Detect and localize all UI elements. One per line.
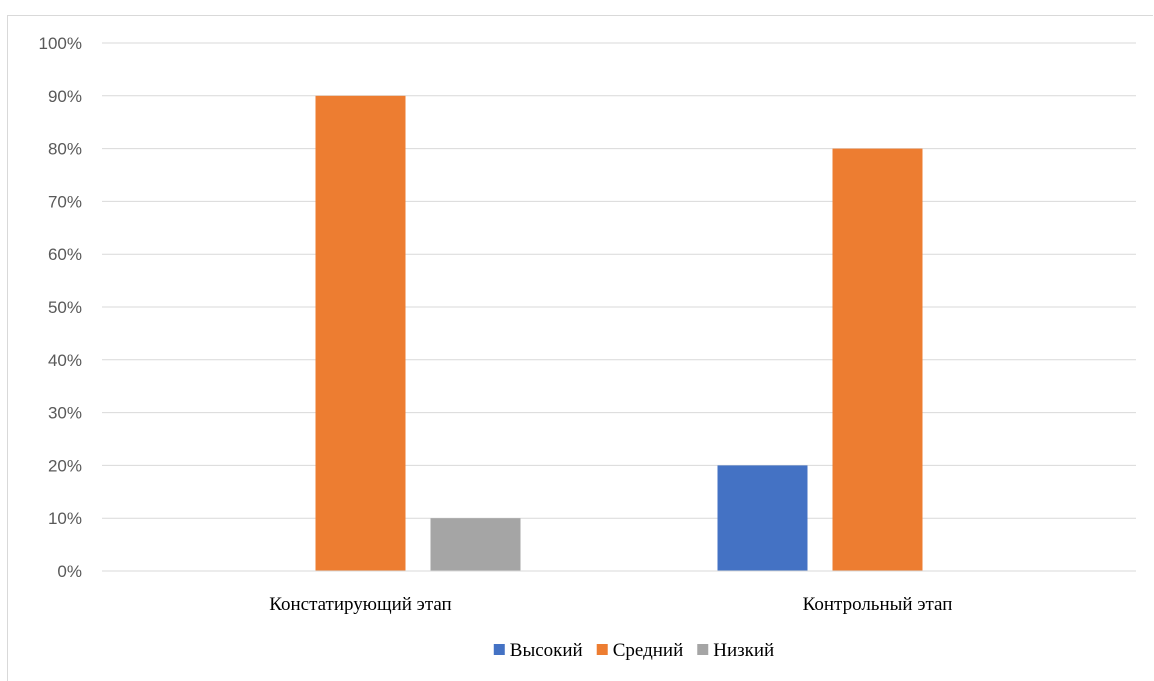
chart-frame [7,15,1153,681]
y-tick-label: 50% [48,298,82,317]
legend-label: Высокий [510,640,583,661]
y-tick-label: 90% [48,87,82,106]
y-tick-label: 100% [39,34,82,53]
bar [430,518,521,571]
y-tick-label: 0% [57,562,82,581]
y-tick-label: 60% [48,245,82,264]
legend-swatch [493,644,505,655]
legend-label: Низкий [713,640,774,661]
bar [832,148,923,571]
y-tick-label: 80% [48,140,82,159]
x-category-label: Контрольный этап [803,594,953,615]
bar [315,95,406,572]
y-tick-label: 30% [48,404,82,423]
y-tick-label: 40% [48,351,82,370]
y-tick-label: 70% [48,192,82,211]
x-category-label: Констатирующий этап [269,594,451,615]
legend-swatch [697,644,709,655]
y-tick-label: 20% [48,456,82,475]
y-tick-label: 10% [48,509,82,528]
legend-label: Средний [613,640,684,661]
bar [717,465,808,571]
legend-swatch [596,644,608,655]
